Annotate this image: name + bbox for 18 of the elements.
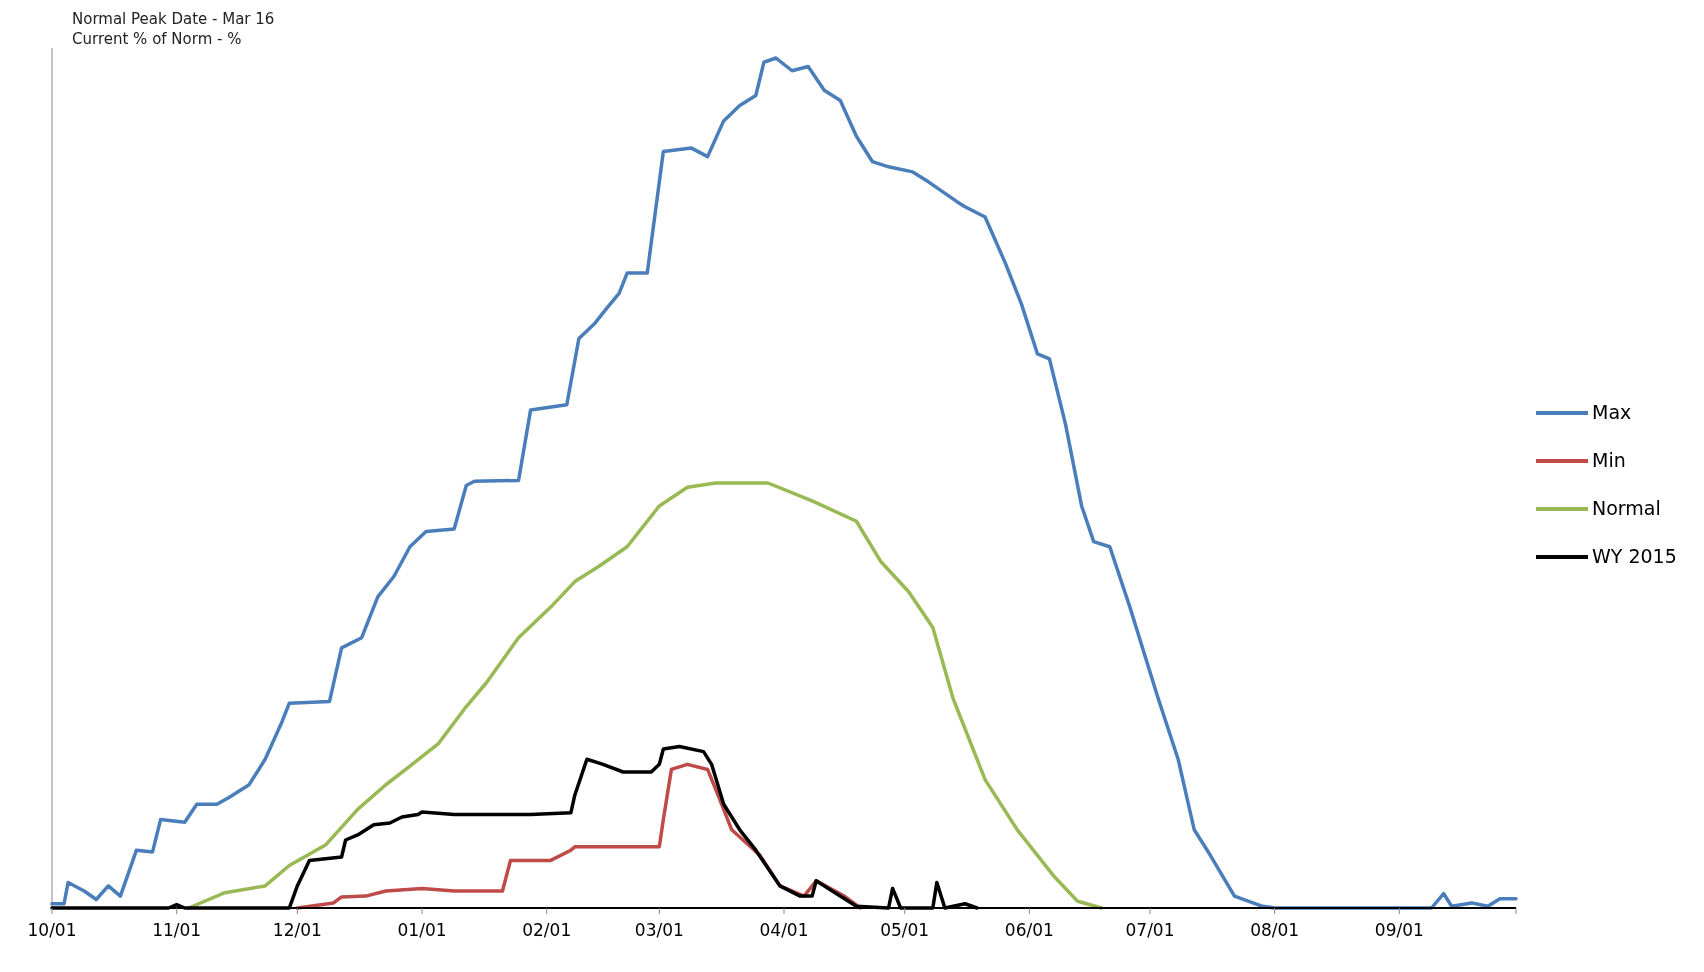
legend-label: WY 2015 bbox=[1592, 544, 1677, 567]
x-tick-label: 04/01 bbox=[759, 920, 809, 940]
x-tick-label: 09/01 bbox=[1374, 920, 1424, 940]
x-tick-label: 08/01 bbox=[1250, 920, 1300, 940]
x-tick-label: 03/01 bbox=[634, 920, 684, 940]
x-tick-label: 12/01 bbox=[272, 920, 322, 940]
legend-label: Max bbox=[1592, 400, 1632, 423]
legend-label: Normal bbox=[1592, 496, 1661, 519]
legend-label: Min bbox=[1592, 448, 1626, 471]
x-tick-label: 01/01 bbox=[397, 920, 447, 940]
x-tick-label: 11/01 bbox=[152, 920, 202, 940]
x-tick-label: 07/01 bbox=[1125, 920, 1175, 940]
text: Normal Peak Date - Mar 16 bbox=[72, 10, 275, 28]
x-tick-label: 06/01 bbox=[1004, 920, 1054, 940]
x-tick-label: 02/01 bbox=[522, 920, 572, 940]
x-tick-label: 05/01 bbox=[880, 920, 930, 940]
x-tick-label: 10/01 bbox=[27, 920, 77, 940]
text: Current % of Norm - % bbox=[72, 30, 242, 48]
